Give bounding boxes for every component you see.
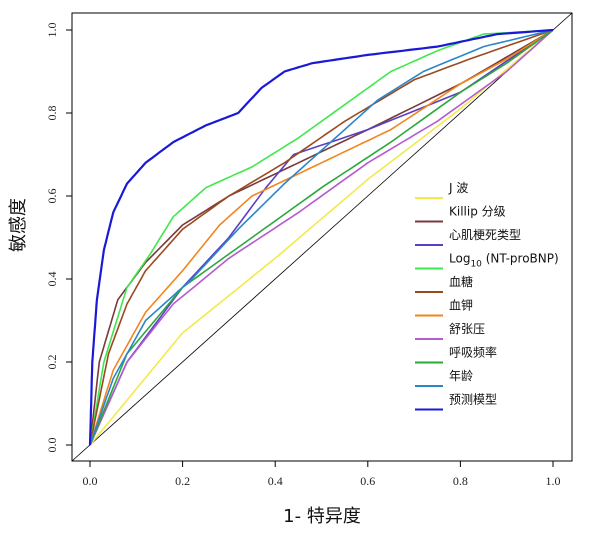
x-tick-label: 0.4: [268, 474, 283, 488]
x-tick-label: 0.0: [83, 474, 98, 488]
roc-curve: [88, 28, 554, 446]
legend-label: Log10 (NT-proBNP): [449, 252, 559, 270]
roc-curve: [89, 29, 554, 446]
legend-label: 年龄: [449, 369, 473, 383]
x-tick-label: 0.2: [175, 474, 190, 488]
legend-label: 舒张压: [449, 322, 485, 336]
roc-curve: [89, 29, 554, 446]
y-tick-label: 0.2: [45, 355, 59, 370]
y-tick-label: 0.8: [45, 106, 59, 121]
y-axis-title: 敏感度: [8, 198, 29, 252]
roc-curve: [89, 29, 554, 446]
y-tick-label: 0.6: [45, 189, 59, 204]
plot-frame: [71, 12, 573, 462]
y-axis-ticks: 0.0 0.2 0.4 0.6 0.8 1.0: [45, 23, 72, 453]
x-axis-ticks: 0.0 0.2 0.4 0.6 0.8 1.0: [83, 461, 561, 488]
roc-curve: [89, 29, 554, 446]
roc-curve: [89, 29, 554, 446]
x-tick-label: 0.6: [360, 474, 375, 488]
roc-curve: [89, 29, 554, 446]
legend-label: Killip 分级: [449, 205, 506, 219]
legend-label: 心肌梗死类型: [449, 227, 521, 242]
x-tick-label: 0.8: [453, 474, 468, 488]
roc-curve: [89, 29, 554, 446]
legend-label: 呼吸频率: [449, 345, 497, 360]
x-axis-title: 1- 特异度: [283, 506, 361, 527]
legend-label: J 波: [448, 181, 468, 195]
roc-curve: [89, 29, 554, 446]
y-tick-label: 1.0: [45, 23, 59, 38]
legend-label: 血糖: [449, 274, 473, 289]
legend-label: 血钾: [449, 299, 473, 313]
y-tick-label: 0.4: [45, 272, 59, 287]
roc-curves: [88, 28, 554, 446]
y-tick-label: 0.0: [45, 438, 59, 453]
reference-diagonal: [71, 12, 573, 462]
x-tick-label: 1.0: [546, 474, 561, 488]
legend-label: 预测模型: [449, 393, 497, 407]
